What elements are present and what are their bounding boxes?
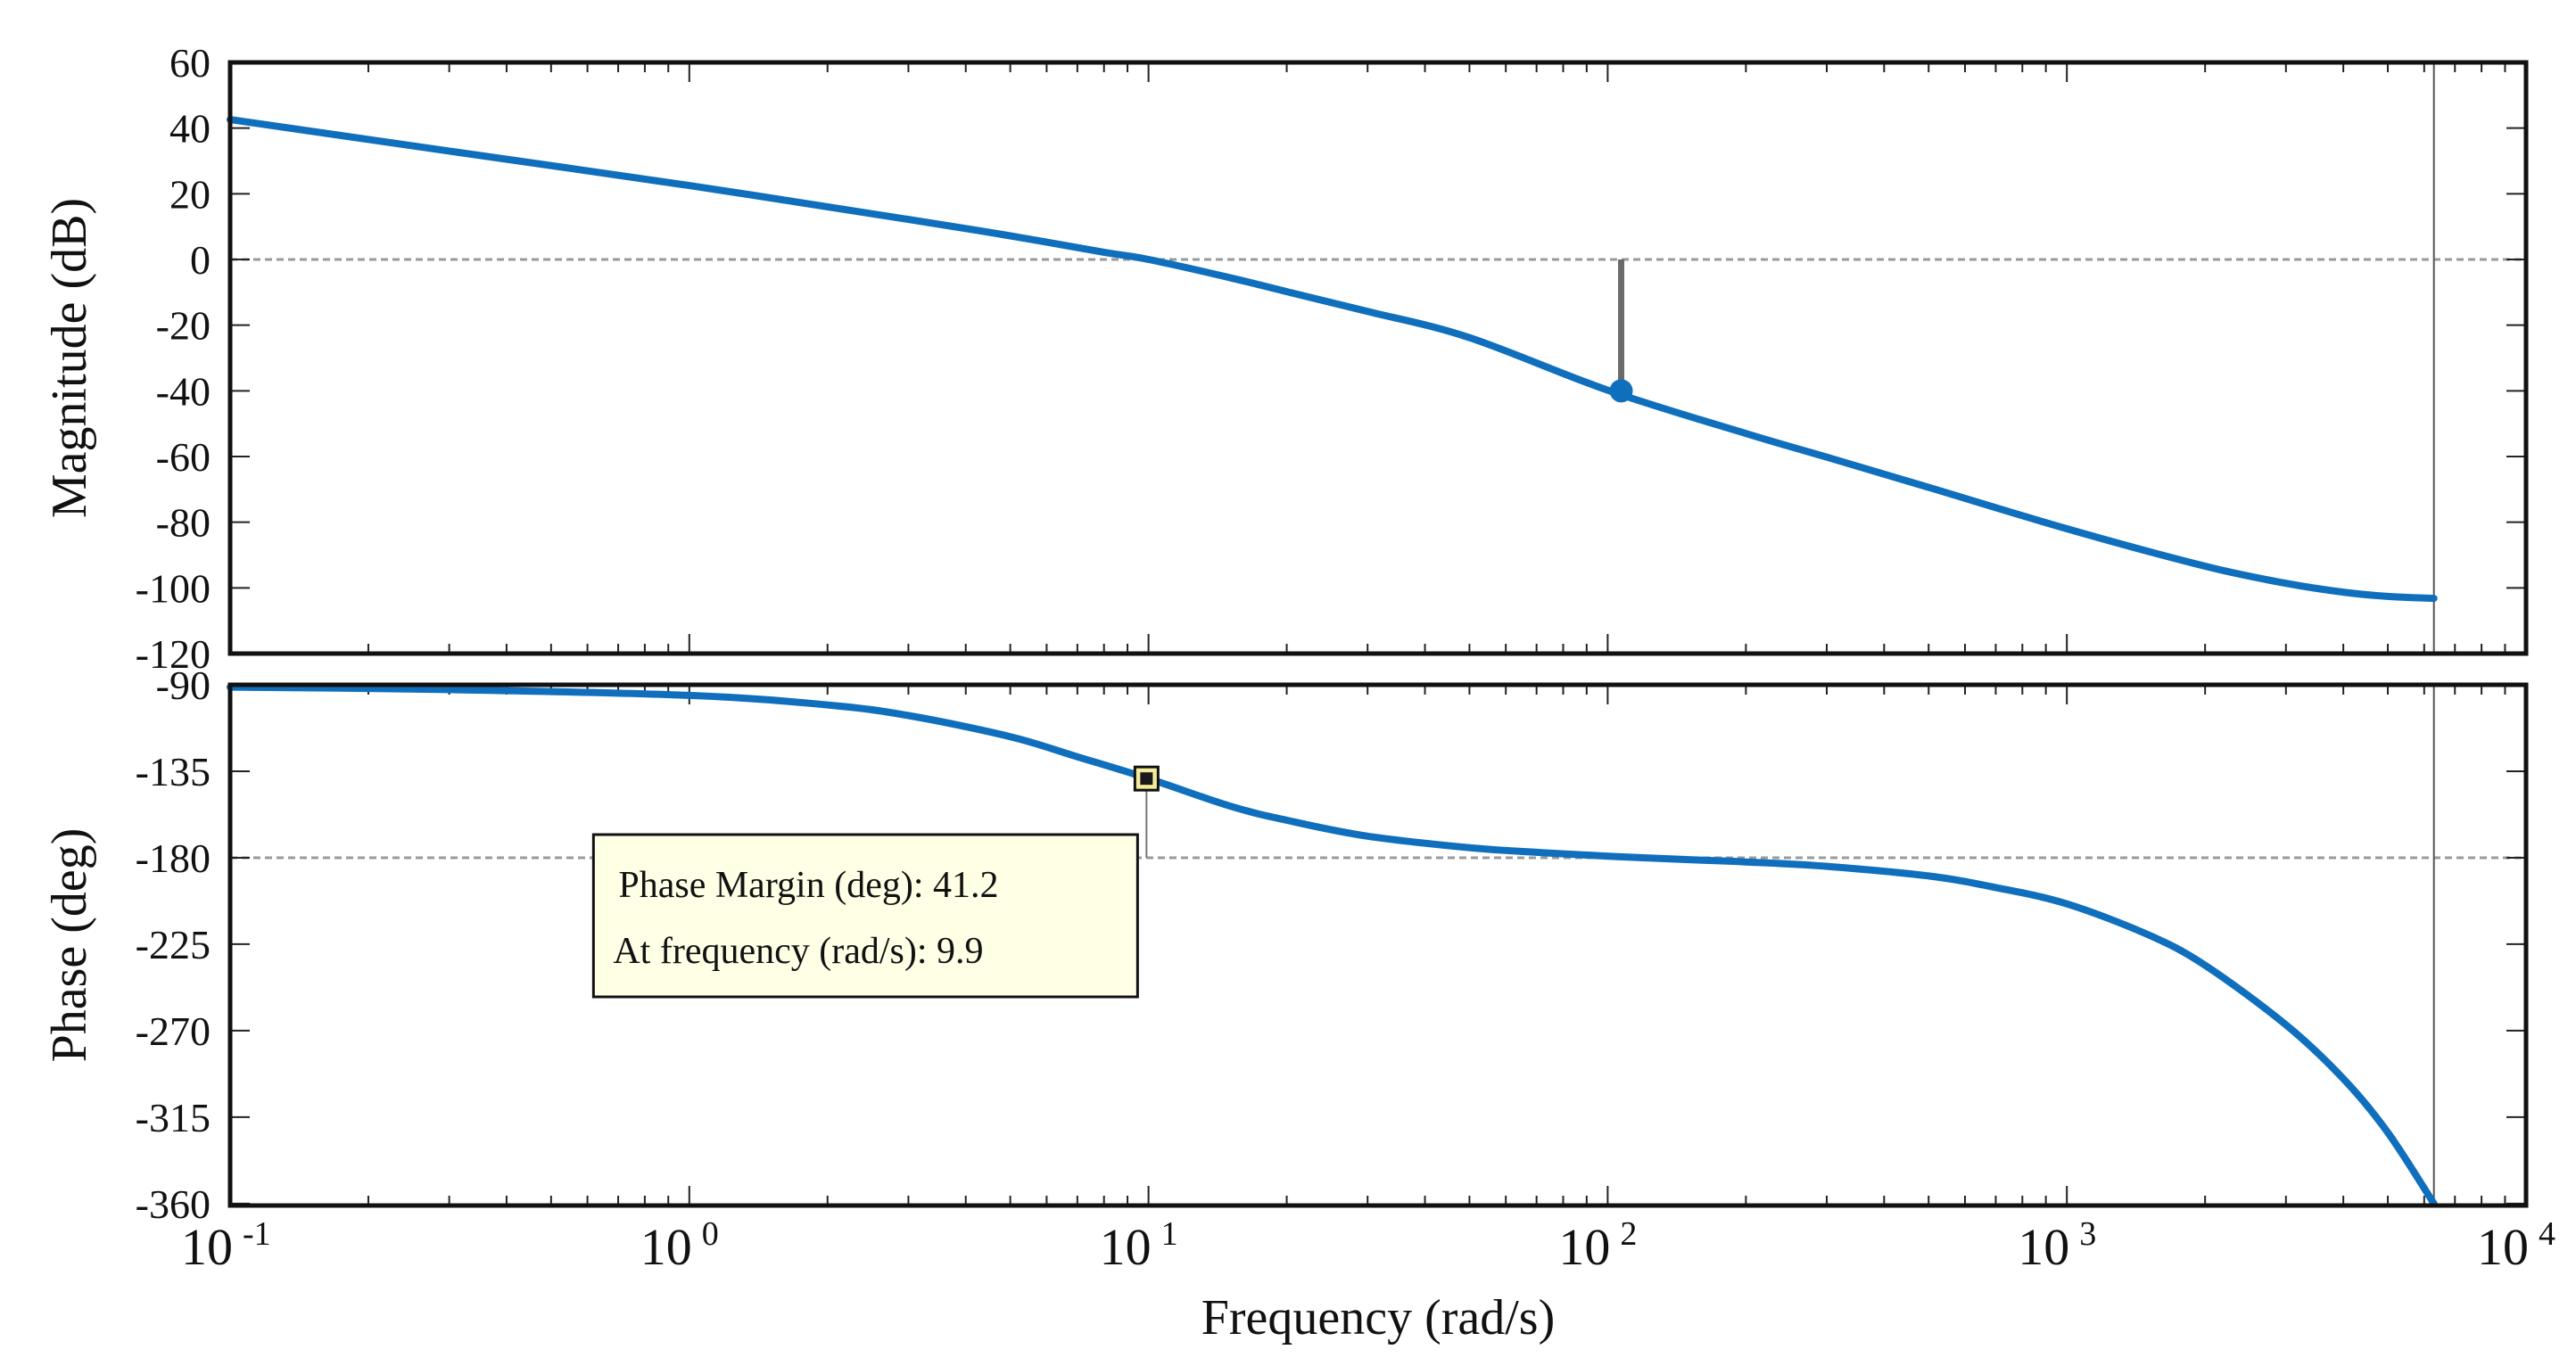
x-tick-label: 10 — [1558, 1218, 1610, 1276]
y-tick-label: -90 — [156, 662, 211, 708]
y-tick-label: -120 — [136, 631, 211, 677]
magnitude-panel: 60 40 20 0 -20 -40 -60 -80 -100 -120 Magnitude (d… — [42, 40, 2529, 677]
x-tick-label: 10 — [2018, 1218, 2069, 1276]
phase-y-axis-label: Phase (deg) — [42, 828, 97, 1063]
x-tick-exponent: 3 — [2079, 1215, 2096, 1253]
y-tick-label: -270 — [136, 1008, 211, 1054]
y-tick-label: 60 — [169, 40, 211, 86]
y-tick-label: -60 — [156, 434, 211, 480]
phase-margin-datatip[interactable]: Phase Margin (deg): 41.2 At frequency (r… — [591, 833, 1139, 999]
x-tick-label: 10 — [640, 1218, 692, 1276]
phase-y-tick-labels: -90 -135 -180 -225 -270 -315 -360 — [136, 662, 211, 1227]
datatip-box — [591, 833, 1139, 999]
gain-margin-marker-point[interactable] — [1609, 379, 1633, 403]
x-tick-exponent: -1 — [243, 1215, 271, 1253]
frequency-tick-labels: 10 -1 10 0 10 1 10 2 10 3 10 4 — [181, 1215, 2555, 1276]
phase-panel: -90-135-180-225-270-315-360 Phase (deg) … — [42, 662, 2555, 1345]
y-tick-label: 40 — [169, 106, 211, 152]
x-tick-label: 10 — [1100, 1218, 1152, 1276]
magnitude-y-axis-label: Magnitude (dB) — [42, 198, 97, 518]
magnitude-y-tick-labels: 60 40 20 0 -20 -40 -60 -80 -100 -120 — [136, 40, 211, 677]
y-tick-label: -360 — [136, 1181, 211, 1227]
x-tick-exponent: 0 — [702, 1215, 719, 1253]
y-tick-label: 0 — [190, 237, 211, 283]
magnitude-axes-frame — [227, 60, 2529, 656]
frequency-axis-label: Frequency (rad/s) — [1201, 1290, 1556, 1345]
y-tick-label: -135 — [136, 749, 211, 794]
y-tick-label: -40 — [156, 368, 211, 414]
y-tick-label: -80 — [156, 500, 211, 546]
y-tick-label: -180 — [136, 835, 211, 881]
y-tick-label: -225 — [136, 922, 211, 967]
y-tick-label: -315 — [136, 1095, 211, 1140]
y-tick-label: -100 — [136, 565, 211, 611]
x-tick-exponent: 1 — [1161, 1215, 1178, 1253]
phase-series-line — [227, 683, 2438, 1207]
x-tick-label: 10 — [2477, 1218, 2529, 1276]
phase-axes-frame — [227, 682, 2529, 1208]
magnitude-series-line — [227, 116, 2438, 603]
datatip-phase-margin-text: Phase Margin (deg): 41.2 — [618, 865, 998, 906]
x-tick-label: 10 — [181, 1218, 233, 1276]
y-tick-label: 20 — [169, 171, 211, 217]
y-tick-label: -20 — [156, 303, 211, 349]
x-tick-exponent: 4 — [2539, 1215, 2555, 1253]
datatip-frequency-text: At frequency (rad/s): 9.9 — [613, 931, 983, 972]
x-tick-exponent: 2 — [1620, 1215, 1637, 1253]
phase-margin-marker-center — [1140, 772, 1153, 786]
